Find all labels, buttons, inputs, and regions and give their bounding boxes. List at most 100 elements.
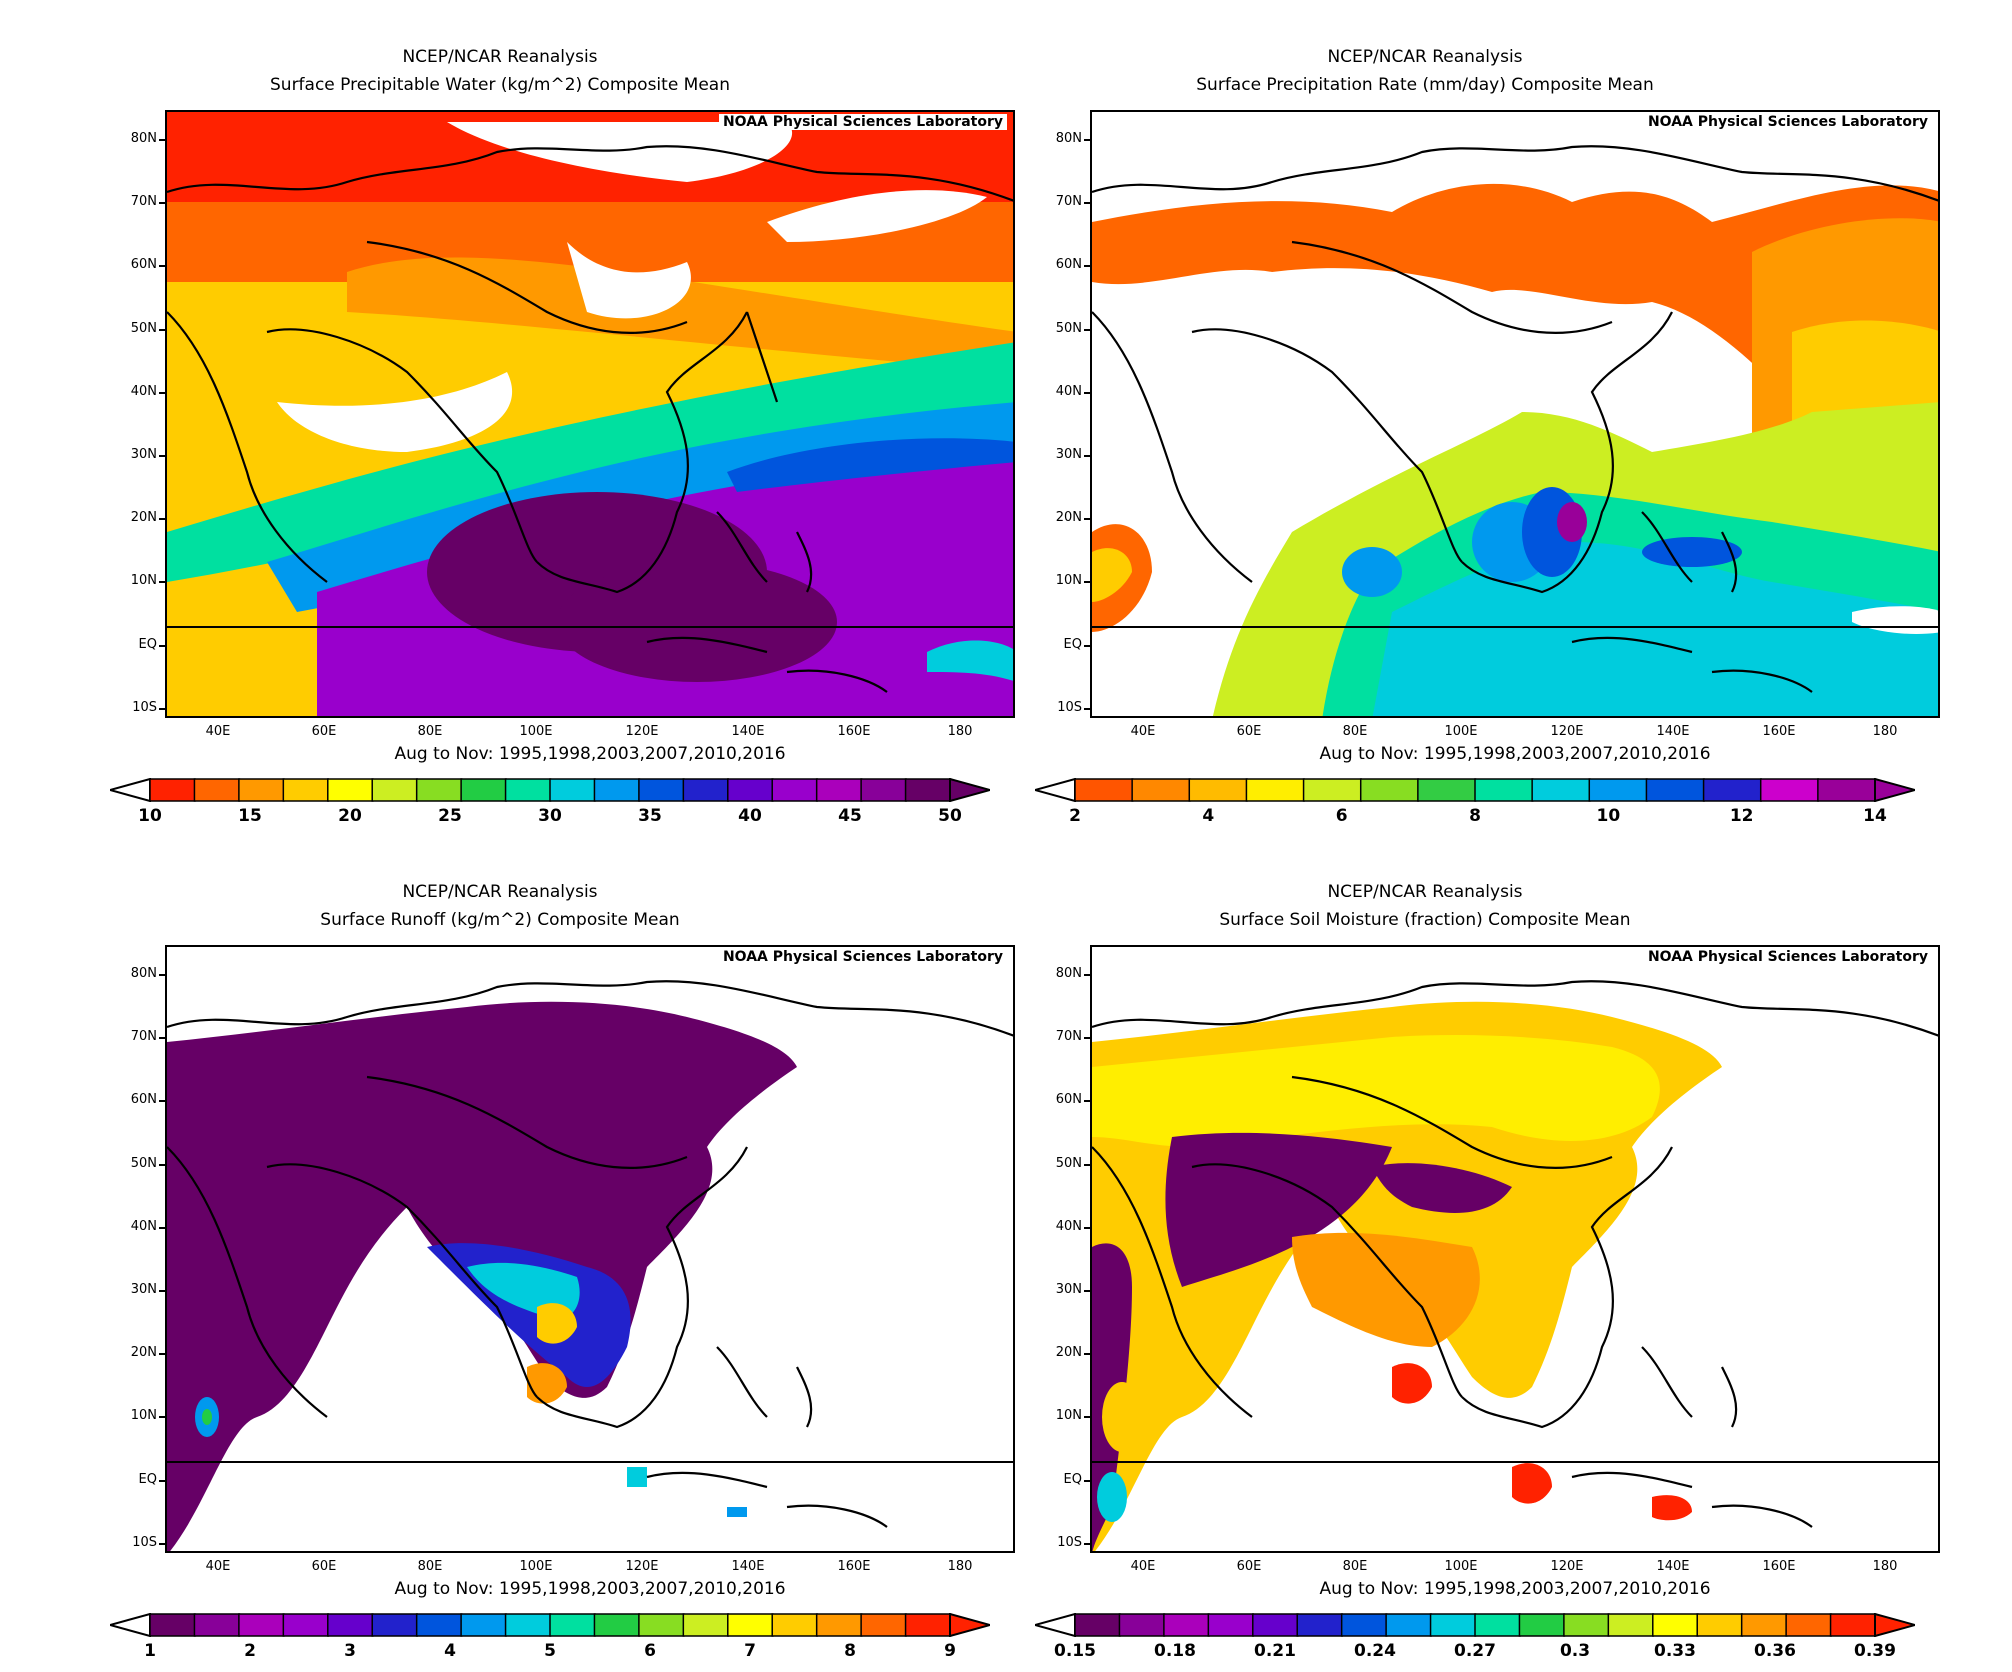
lat-tick — [159, 1353, 167, 1356]
credit-label: NOAA Physical Sciences Laboratory — [1643, 949, 1932, 965]
credit-label: NOAA Physical Sciences Laboratory — [718, 114, 1007, 130]
colorbar-swatch — [1163, 1613, 1210, 1637]
lat-tick — [159, 1416, 167, 1419]
colorbar-svg — [106, 1612, 994, 1638]
lon-label: 100E — [1444, 724, 1478, 739]
colorbar-label: 5 — [544, 1641, 556, 1661]
panel-precipitable-water: NCEP/NCAR Reanalysis Surface Precipitabl… — [0, 0, 1015, 830]
panel-title-line1: NCEP/NCAR Reanalysis — [1327, 882, 1523, 902]
colorbar-svg — [1031, 1612, 1919, 1638]
lon-label: 100E — [519, 724, 553, 739]
map-field — [167, 112, 1013, 716]
lat-label: 50N — [130, 320, 157, 336]
colorbar-swatch — [460, 1613, 507, 1637]
lat-tick — [159, 455, 167, 457]
lat-tick — [159, 391, 167, 394]
lon-label: 80E — [417, 1559, 443, 1574]
colorbar-swatch — [727, 778, 774, 802]
colorbar-swatch — [282, 778, 330, 802]
lat-label: 30N — [1055, 447, 1082, 462]
lat-tick — [159, 1100, 167, 1103]
panel-subtitle: Aug to Nov: 1995,1998,2003,2007,2010,201… — [394, 744, 786, 764]
lat-tick — [1084, 581, 1092, 584]
lat-label: 10S — [132, 699, 157, 715]
colorbar-swatch — [727, 1613, 774, 1637]
lat-tick — [159, 707, 167, 710]
lat-label: 40N — [1055, 1218, 1082, 1234]
colorbar-swatch — [1588, 778, 1648, 802]
panel-title-line2: Surface Precipitation Rate (mm/day) Comp… — [1196, 75, 1654, 95]
colorbar-swatch — [1607, 1613, 1655, 1637]
lat-label: 10N — [130, 1408, 157, 1424]
panel-title-line2: Surface Runoff (kg/m^2) Composite Mean — [320, 910, 680, 930]
colorbar-label: 0.21 — [1254, 1641, 1296, 1661]
lat-tick — [159, 974, 167, 976]
lon-label: 120E — [625, 724, 659, 739]
panel-soil-moisture: NCEP/NCAR Reanalysis Surface Soil Moistu… — [925, 835, 1940, 1665]
colorbar-label: 2 — [244, 1641, 256, 1661]
colorbar-swatch — [460, 778, 507, 802]
colorbar-swatch — [1702, 778, 1762, 802]
lat-tick — [1084, 974, 1092, 976]
colorbar-swatch — [1518, 1613, 1566, 1637]
colorbar-label: 8 — [844, 1641, 856, 1661]
colorbar-label: 45 — [838, 806, 862, 826]
colorbar-label: 6 — [1335, 806, 1348, 826]
lat-tick — [1084, 707, 1092, 710]
colorbar-label: 15 — [238, 806, 262, 826]
colorbar-swatch — [1652, 1613, 1699, 1637]
colorbar-swatch — [1131, 778, 1191, 802]
credit-label: NOAA Physical Sciences Laboratory — [718, 949, 1007, 965]
lat-label: 10N — [1055, 573, 1082, 589]
lon-label: 100E — [519, 1559, 553, 1574]
colorbar-swatch — [1563, 1613, 1610, 1637]
lat-tick — [159, 1290, 167, 1292]
colorbar-label: 4 — [444, 1641, 456, 1661]
colorbar-label: 0.39 — [1854, 1641, 1896, 1661]
lon-label: 80E — [1342, 724, 1368, 739]
colorbar-max-arrow — [949, 777, 994, 803]
colorbar-swatch — [549, 1613, 596, 1637]
lat-label: 80N — [130, 131, 157, 146]
lat-tick — [1084, 1479, 1092, 1482]
colorbar-label: 10 — [138, 806, 162, 826]
map-field — [1092, 947, 1938, 1551]
panel-title-line2: Surface Soil Moisture (fraction) Composi… — [1219, 910, 1631, 930]
lon-label: 120E — [1550, 1559, 1584, 1574]
lon-label: 180 — [1872, 1559, 1898, 1574]
lat-tick — [159, 202, 167, 205]
lon-label: 140E — [731, 1559, 765, 1574]
lat-label: 80N — [130, 966, 157, 981]
lon-label: 40E — [205, 1559, 231, 1574]
lon-label: 80E — [417, 724, 443, 739]
colorbar-label: 50 — [938, 806, 962, 826]
lat-tick — [1084, 202, 1092, 205]
panel-title-line1: NCEP/NCAR Reanalysis — [402, 47, 598, 67]
colorbar-swatch — [682, 778, 730, 802]
colorbar-swatch — [1740, 1613, 1788, 1637]
lon-label: 60E — [311, 724, 337, 739]
colorbar-label: 10 — [1596, 806, 1621, 826]
lat-tick — [1084, 1226, 1092, 1229]
colorbar-swatch — [771, 778, 818, 802]
colorbar-swatch — [1296, 1613, 1343, 1637]
colorbar-swatch — [1302, 778, 1362, 802]
lon-label: 180 — [947, 724, 973, 739]
colorbar-svg — [1031, 777, 1919, 803]
colorbar-swatch — [1245, 778, 1305, 802]
lon-label: 40E — [1130, 1559, 1156, 1574]
colorbar-label: 12 — [1729, 806, 1754, 826]
colorbar-label: 14 — [1863, 806, 1887, 826]
lat-tick — [1084, 139, 1092, 141]
colorbar-swatch — [1385, 1613, 1432, 1637]
panel-subtitle: Aug to Nov: 1995,1998,2003,2007,2010,201… — [1319, 1579, 1711, 1599]
colorbar-swatch — [1645, 778, 1705, 802]
lat-tick — [159, 1479, 167, 1482]
lat-tick — [159, 1542, 167, 1545]
lon-label: 140E — [731, 724, 765, 739]
lat-tick — [1084, 1290, 1092, 1292]
lat-label: 60N — [130, 1092, 157, 1108]
lon-label: 100E — [1444, 1559, 1478, 1574]
lat-tick — [1084, 644, 1092, 647]
lat-tick — [1084, 1353, 1092, 1356]
